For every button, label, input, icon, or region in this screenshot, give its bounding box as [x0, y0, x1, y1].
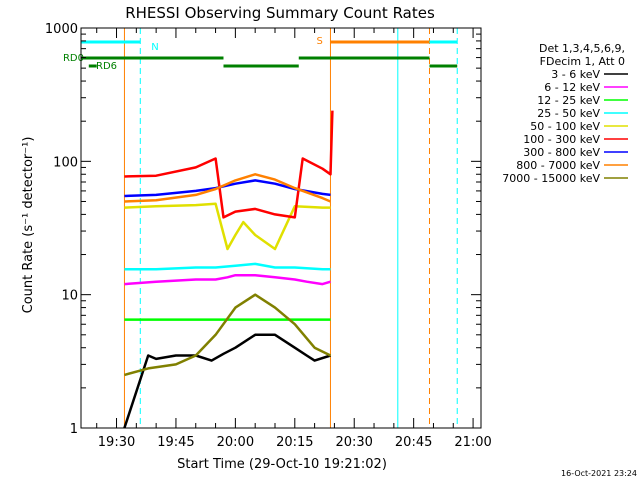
x-axis: 19:30 19:45 20:00 20:15 20:30 20:45 21:00 [96, 28, 492, 450]
x-tick-label: 20:00 [217, 435, 254, 450]
status-label-s: S [316, 36, 322, 47]
x-tick-label: 20:15 [276, 435, 313, 450]
legend-entry-label: 100 - 300 keV [523, 133, 600, 146]
legend-entry-label: 300 - 800 keV [523, 146, 600, 159]
series-line-4 [124, 202, 331, 251]
y-tick-label: 1 [70, 422, 78, 437]
series-line-7 [124, 173, 331, 203]
legend-entry-label: 50 - 100 keV [530, 120, 600, 133]
series-line-3 [124, 262, 331, 271]
y-tick-label: 10 [61, 289, 78, 304]
plot-frame [80, 27, 482, 429]
x-tick-label: 21:00 [454, 435, 491, 450]
series-line-1 [124, 273, 331, 286]
series-line-6 [124, 179, 331, 198]
x-tick-label: 20:45 [395, 435, 432, 450]
x-tick-label: 19:30 [98, 435, 135, 450]
series-line-0 [123, 333, 331, 429]
status-label-n: N [151, 42, 158, 53]
series-line-8 [124, 293, 332, 377]
legend-entry-label: 6 - 12 keV [544, 81, 600, 94]
status-label-rd6: RD6 [96, 61, 117, 72]
x-axis-label: Start Time (29-Oct-10 19:21:02) [177, 457, 387, 472]
series-line-5 [124, 110, 334, 219]
y-tick-label: 100 [53, 155, 78, 170]
y-axis-label: Count Rate (s⁻¹ detector⁻¹) [21, 137, 36, 314]
legend: Det 1,3,4,5,6,9, FDecim 1, Att 0 3 - 6 k… [502, 42, 628, 185]
chart-title: RHESSI Observing Summary Count Rates [125, 4, 435, 22]
status-label-rd0: RD0 [63, 53, 84, 64]
legend-entry-label: 7000 - 15000 keV [502, 172, 600, 185]
y-axis: 1 10 100 1000 [45, 22, 481, 437]
plot-area: N S RD0 RD6 [63, 28, 458, 429]
x-tick-label: 19:45 [157, 435, 194, 450]
legend-header-line-2: FDecim 1, Att 0 [540, 55, 625, 68]
legend-entry-label: 12 - 25 keV [537, 94, 600, 107]
legend-entry-label: 25 - 50 keV [537, 107, 600, 120]
legend-entry-label: 800 - 7000 keV [516, 159, 600, 172]
y-tick-label: 1000 [45, 22, 78, 37]
timestamp: 16-Oct-2021 23:24 [561, 469, 637, 478]
x-tick-label: 20:30 [335, 435, 372, 450]
legend-entry-label: 3 - 6 keV [551, 68, 600, 81]
legend-header-line-1: Det 1,3,4,5,6,9, [539, 42, 625, 55]
